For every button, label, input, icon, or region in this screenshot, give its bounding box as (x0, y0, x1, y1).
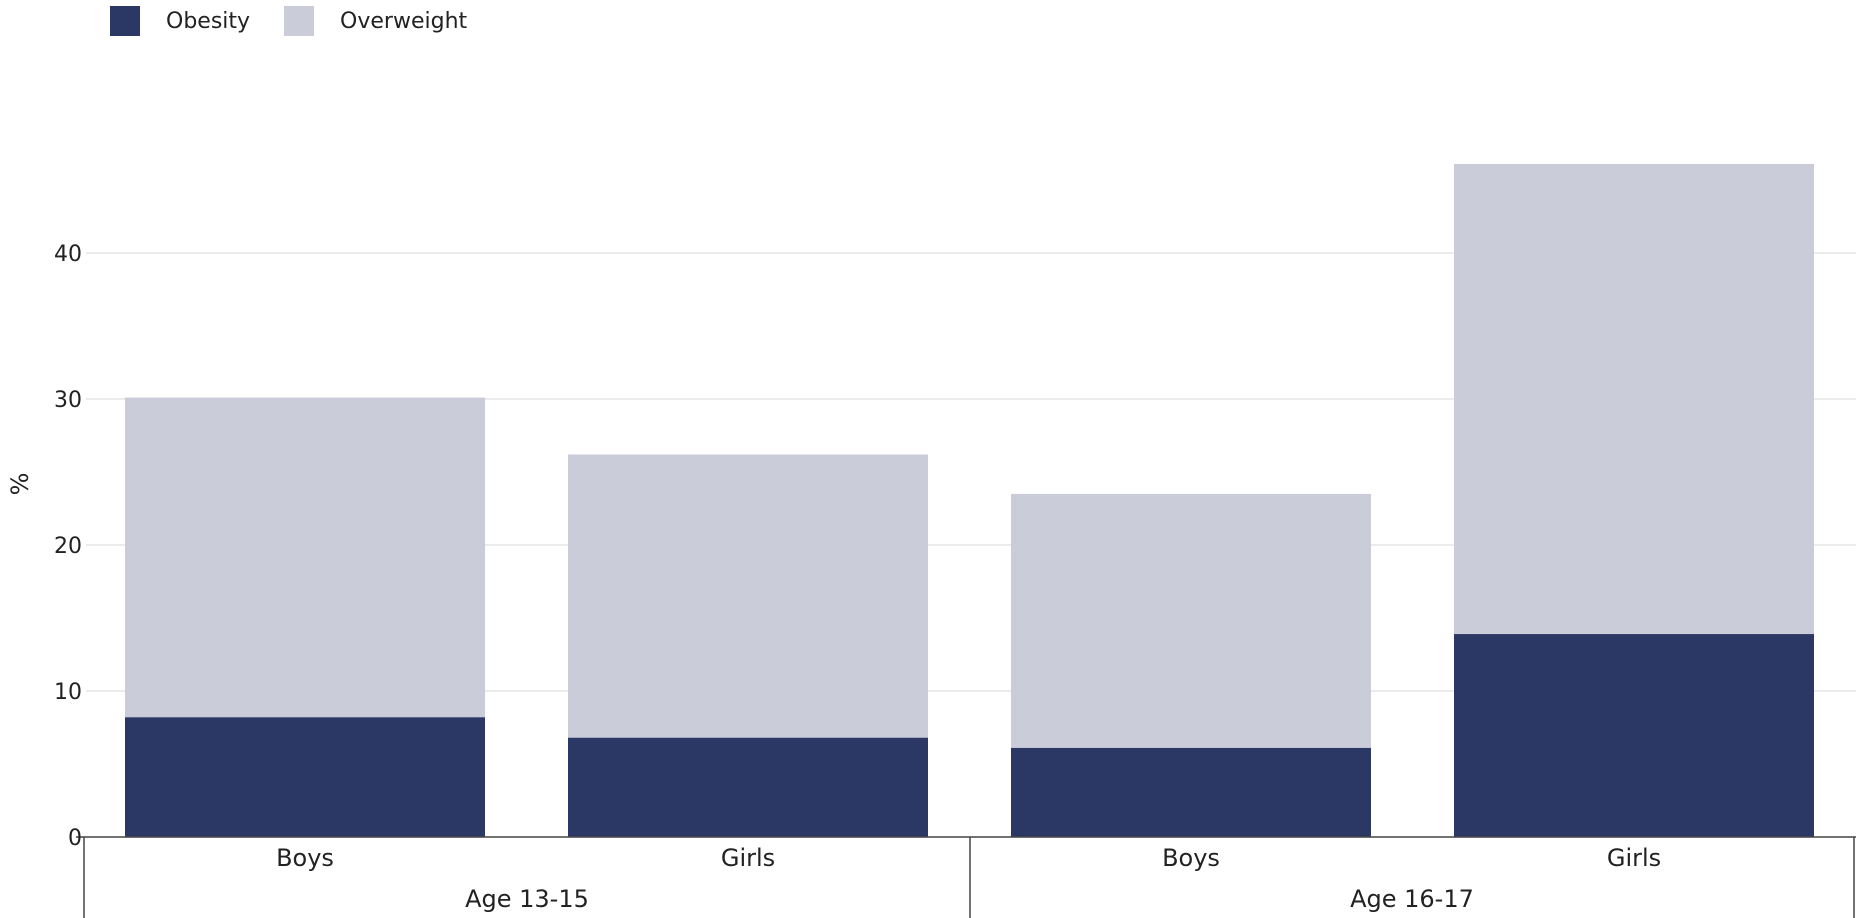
bar-obesity[interactable] (1454, 634, 1814, 837)
axis-labels: 0 10 20 30 40% Boys Girls Boys Girls Age 13-15 Age… (6, 242, 1661, 913)
y-tick-label: 30 (54, 388, 82, 413)
bars (125, 163, 1814, 837)
x-category-label: Boys (1162, 844, 1220, 872)
bar-overweight[interactable] (125, 397, 485, 718)
legend-swatch-overweight (284, 6, 315, 36)
bar-obesity[interactable] (1011, 747, 1371, 837)
y-tick-label: 0 (68, 826, 82, 851)
bar-obesity[interactable] (125, 717, 485, 837)
y-tick-label: 10 (54, 680, 82, 705)
x-category-label: Girls (721, 844, 775, 872)
legend-swatch-obesity (110, 6, 140, 36)
y-axis-label: % (6, 473, 34, 496)
y-tick-label: 40 (54, 242, 82, 267)
x-category-label: Boys (276, 844, 334, 872)
y-tick-label: 20 (54, 534, 82, 559)
axes (76, 836, 1856, 918)
bar-overweight[interactable] (1011, 493, 1371, 748)
legend: Obesity Overweight (110, 6, 501, 36)
bar-overweight[interactable] (1454, 163, 1814, 635)
legend-label-overweight: Overweight (340, 8, 468, 34)
legend-label-obesity: Obesity (166, 8, 251, 34)
bar-overweight[interactable] (568, 454, 928, 738)
legend-item-overweight[interactable]: Overweight (284, 6, 467, 36)
legend-item-obesity[interactable]: Obesity (110, 6, 250, 36)
x-group-label: Age 13-15 (465, 885, 589, 913)
x-category-label: Girls (1607, 844, 1661, 872)
bar-obesity[interactable] (568, 737, 928, 837)
x-group-label: Age 16-17 (1350, 885, 1474, 913)
